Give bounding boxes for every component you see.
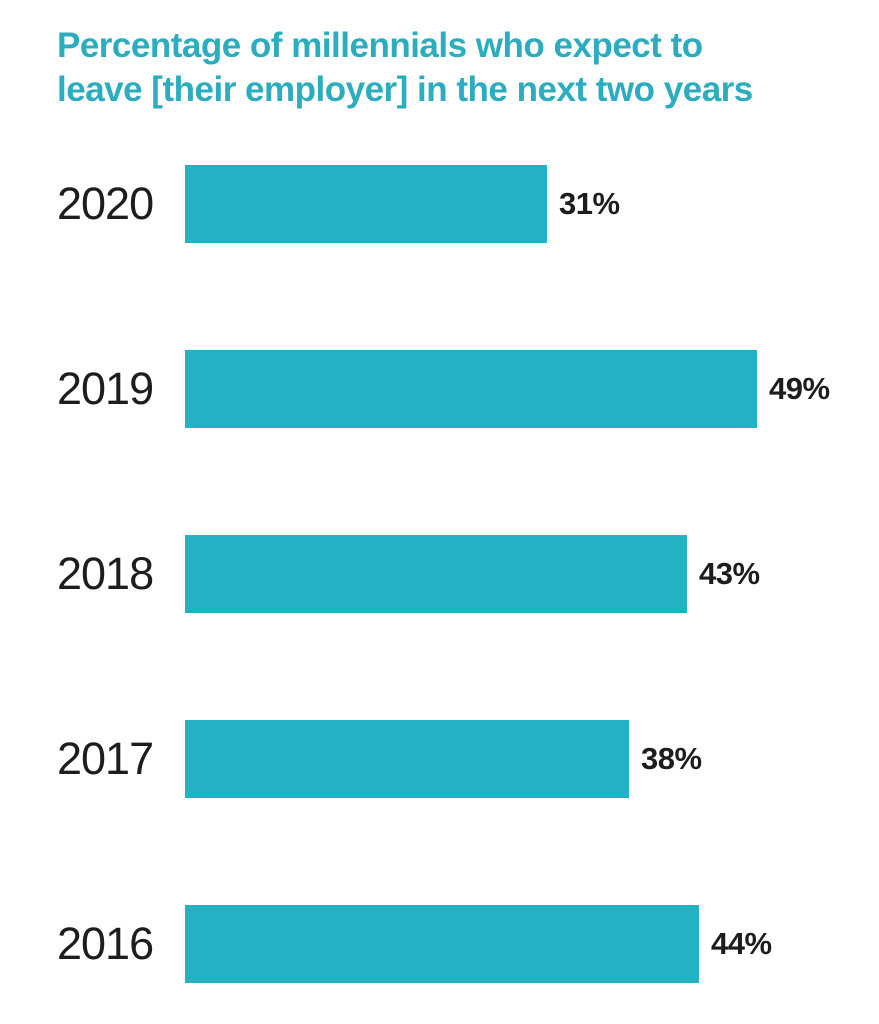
bar-chart-plot-area: 2020 31% 2019 49% 2018 43% 2017 38% 2016… — [57, 165, 857, 983]
category-label-2020: 2020 — [57, 178, 154, 229]
bar-row-2016: 2016 44% — [57, 905, 857, 983]
bar-2017 — [185, 720, 629, 798]
bar-2019 — [185, 350, 757, 428]
value-label-2020: 31% — [559, 186, 620, 221]
value-label-2017: 38% — [641, 741, 702, 776]
chart-title-line-1: Percentage of millennials who expect to — [57, 26, 703, 65]
category-label-2016: 2016 — [57, 918, 154, 969]
chart-title: Percentage of millennials who expect to l… — [57, 24, 847, 112]
bar-row-2017: 2017 38% — [57, 720, 857, 798]
value-label-2016: 44% — [711, 926, 772, 961]
category-label-2018: 2018 — [57, 548, 154, 599]
bar-row-2020: 2020 31% — [57, 165, 857, 243]
chart-title-line-2: leave [their employer] in the next two y… — [57, 70, 753, 109]
bar-2020 — [185, 165, 547, 243]
bar-row-2019: 2019 49% — [57, 350, 857, 428]
category-label-2019: 2019 — [57, 363, 154, 414]
value-label-2019: 49% — [769, 371, 830, 406]
bar-row-2018: 2018 43% — [57, 535, 857, 613]
bar-2016 — [185, 905, 699, 983]
bar-2018 — [185, 535, 687, 613]
value-label-2018: 43% — [699, 556, 760, 591]
category-label-2017: 2017 — [57, 733, 154, 784]
